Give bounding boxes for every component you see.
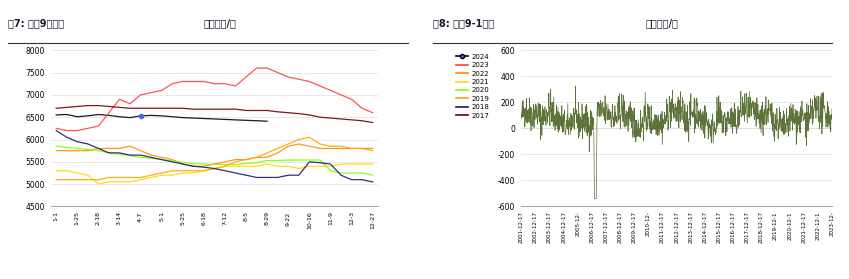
Text: 图7: 白糖9月基差: 图7: 白糖9月基差: [8, 18, 65, 28]
Text: 图8: 郑糖9-1价差: 图8: 郑糖9-1价差: [433, 18, 494, 28]
Text: 单位：元/吨: 单位：元/吨: [645, 18, 678, 28]
Text: 单位：元/吨: 单位：元/吨: [204, 18, 237, 28]
Legend: 2024, 2023, 2022, 2021, 2020, 2019, 2018, 2017: 2024, 2023, 2022, 2021, 2020, 2019, 2018…: [456, 54, 489, 119]
